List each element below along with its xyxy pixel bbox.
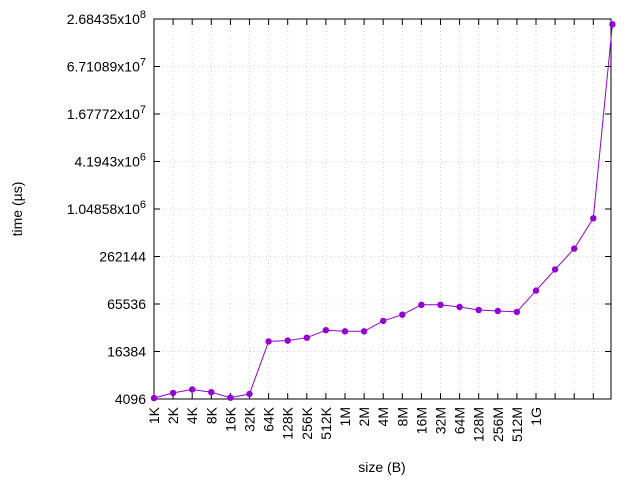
- y-tick-label: 1.04858x106: [67, 199, 146, 217]
- x-tick-label: 1K: [146, 406, 162, 424]
- data-point: [551, 266, 559, 273]
- data-point: [227, 394, 234, 401]
- y-tick-label: 65536: [107, 296, 146, 312]
- data-point: [571, 245, 578, 252]
- x-tick-label: 32K: [242, 406, 258, 432]
- data-point: [475, 306, 482, 314]
- data-point: [380, 317, 387, 325]
- series: [150, 21, 616, 402]
- x-tick-label: 4K: [184, 406, 200, 424]
- x-tick-label: 16K: [222, 406, 238, 432]
- data-point: [456, 303, 463, 311]
- x-tick-labels: 1K 2K 4K 8K 16K 32K 64K 128K 256K 512K 1M 2M 4M 8M 16M…: [146, 406, 544, 442]
- y-tick-label-exponent: 7: [140, 104, 146, 116]
- y-tick-label: 6.71089x107: [67, 57, 146, 75]
- x-tick-label: 1M: [337, 407, 353, 426]
- data-point: [208, 389, 215, 396]
- data-point: [399, 311, 406, 318]
- y-tick-label: 1.67772x107: [67, 104, 146, 122]
- data-point: [609, 21, 616, 28]
- y-tick-label-mantissa: 16384: [107, 344, 146, 360]
- y-tick-label-mantissa: 2.68435x10: [67, 11, 140, 27]
- grid: [154, 19, 611, 399]
- y-tick-label-mantissa: 65536: [107, 296, 146, 312]
- y-tick-label-mantissa: 4096: [115, 391, 146, 407]
- x-tick-label: 128K: [280, 406, 296, 439]
- x-tick-label: 512K: [318, 406, 334, 439]
- y-tick-label-mantissa: 1.04858x10: [67, 201, 140, 217]
- y-tick-label-mantissa: 4.1943x10: [74, 154, 140, 170]
- y-tick-label-mantissa: 262144: [99, 249, 146, 265]
- x-tick-label: 16M: [413, 407, 429, 434]
- data-point: [284, 337, 291, 344]
- data-point: [150, 394, 158, 402]
- y-tick-label-exponent: 8: [140, 9, 146, 21]
- data-point: [513, 308, 521, 316]
- x-tick-label: 4M: [375, 407, 391, 426]
- data-point: [360, 328, 368, 335]
- y-tick-label: 2.68435x108: [67, 9, 146, 27]
- data-point: [189, 386, 196, 393]
- data-point: [437, 301, 444, 308]
- data-point: [341, 328, 349, 335]
- y-tick-labels: 409616384655362621441.04858x1064.1943x10…: [67, 9, 147, 407]
- y-tick-label-mantissa: 1.67772x10: [67, 106, 140, 122]
- y-axis-title: time (µs): [9, 182, 25, 237]
- data-point: [265, 338, 272, 345]
- data-point: [590, 215, 597, 222]
- data-point: [303, 334, 310, 341]
- y-tick-label-mantissa: 6.71089x10: [67, 59, 140, 75]
- x-tick-label: 2M: [356, 407, 372, 426]
- x-tick-label: 256M: [490, 407, 506, 442]
- data-point: [532, 287, 540, 294]
- y-tick-label: 16384: [107, 344, 146, 360]
- y-tick-label: 4096: [115, 391, 146, 407]
- data-point: [418, 301, 425, 308]
- data-point: [322, 327, 330, 334]
- x-tick-label: 512M: [509, 407, 525, 442]
- data-point: [246, 390, 253, 398]
- x-tick-label: 64K: [261, 406, 277, 432]
- y-tick-label: 262144: [99, 249, 146, 265]
- x-tick-label: 64M: [452, 407, 468, 434]
- x-tick-label: 1G: [528, 407, 544, 426]
- data-point: [494, 307, 501, 315]
- x-tick-label: 2K: [165, 406, 181, 424]
- x-tick-label: 32M: [433, 407, 449, 434]
- y-tick-label-exponent: 7: [140, 57, 146, 69]
- x-tick-label: 8M: [394, 407, 410, 426]
- x-tick-label: 8K: [203, 406, 219, 424]
- y-tick-label: 4.1943x106: [74, 152, 146, 170]
- x-axis-title: size (B): [358, 459, 405, 475]
- x-tick-label: 256K: [299, 406, 315, 439]
- data-point: [169, 389, 177, 397]
- y-tick-label-exponent: 6: [140, 199, 146, 211]
- x-tick-label: 128M: [471, 407, 487, 442]
- y-tick-label-exponent: 6: [140, 152, 146, 164]
